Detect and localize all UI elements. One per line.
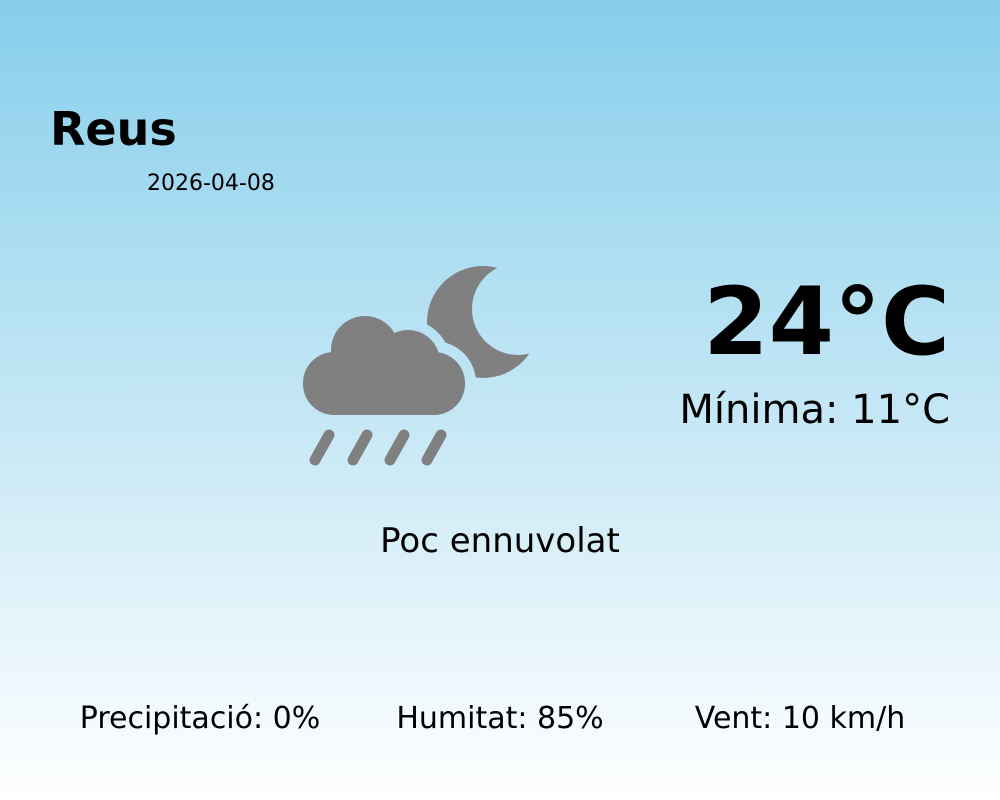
rain-icon (309, 429, 447, 466)
forecast-date: 2026-04-08 (147, 171, 275, 196)
current-temperature: 24°C (703, 268, 950, 377)
precipitation-stat: Precipitació: 0% (79, 701, 321, 736)
weather-description: Poc ennuvolat (380, 521, 620, 561)
city-name: Reus (50, 102, 177, 156)
minimum-temperature: Mínima: 11°C (679, 387, 950, 433)
moon-icon (427, 266, 539, 378)
humidity-stat: Humitat: 85% (396, 701, 604, 736)
cloud-icon (303, 316, 465, 415)
wind-stat: Vent: 10 km/h (694, 701, 906, 736)
